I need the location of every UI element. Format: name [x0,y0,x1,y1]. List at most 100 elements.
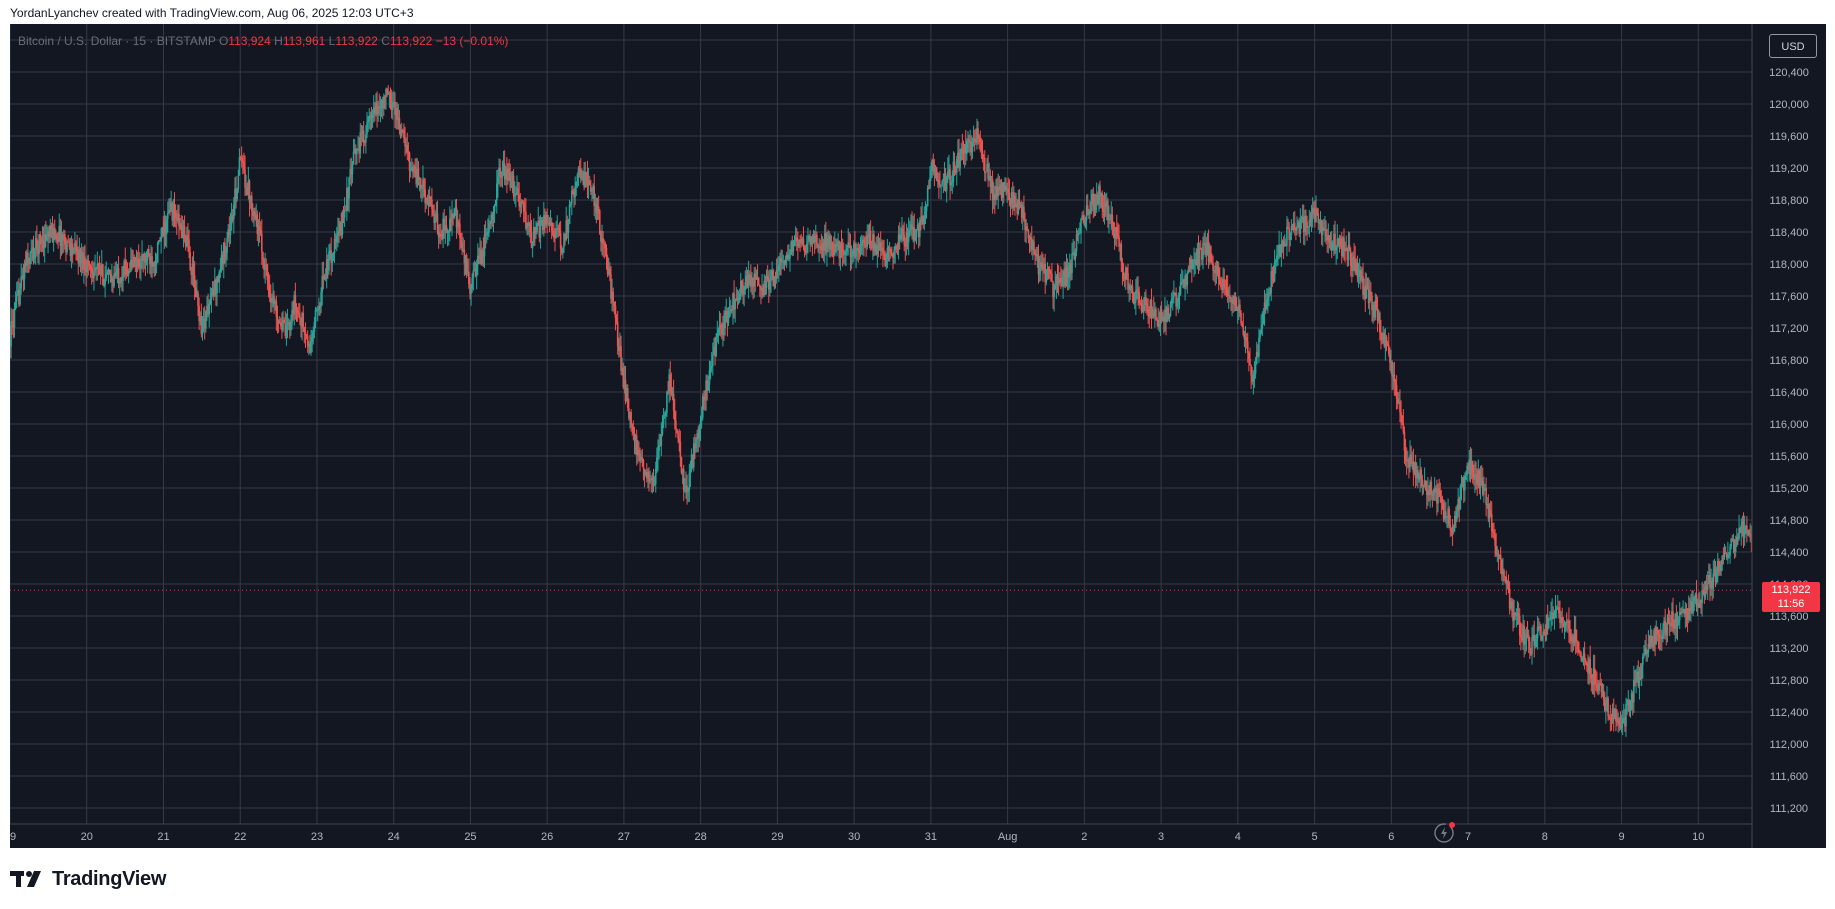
candle-body-up [625,388,628,401]
candle-body-up [365,134,367,143]
candle-body-down [221,254,224,265]
candle-body-down [650,478,653,480]
candle-body-up [264,264,266,270]
candle-body-up [353,148,356,152]
candle-body-down [913,227,916,241]
candle-body-up [577,168,580,175]
symbol-description[interactable]: Bitcoin / U.S. Dollar · 15 · BITSTAMP [18,34,216,48]
candle-body-up [1204,243,1207,245]
candle-body-up [146,249,149,260]
candle-body-down [1157,320,1160,328]
candle-body-down [1195,259,1198,266]
candle-body-up [127,270,130,276]
candle-body-up [1749,534,1752,536]
candle-body-down [322,276,325,278]
candle-body-down [857,248,860,251]
candle-body-up [1738,528,1740,539]
candle-body-up [1484,487,1486,489]
candle-body-up [1567,621,1569,623]
replay-lightning-icon[interactable] [1431,818,1459,846]
candle-body-down [1340,245,1343,257]
candle-body-up [1465,475,1467,477]
candle-body-up [990,179,993,187]
candle-body-down [1271,270,1274,278]
candle-body-up [713,346,715,355]
candle-body-up [1614,709,1616,720]
candle-body-down [338,231,340,233]
candle-body-down [804,251,807,253]
candle-body-down [1442,503,1445,520]
candle-body-up [537,220,540,224]
candlestick-chart[interactable]: 111,200111,600112,000112,400112,800113,2… [10,24,1826,848]
candle-body-up [1513,612,1515,622]
candle-body-up [785,254,788,259]
candle-body-up [1684,609,1687,615]
candle-body-up [1189,259,1192,269]
candle-body-down [873,234,875,252]
candle-body-up [1716,561,1719,573]
candle-body-up [1182,279,1184,282]
candle-body-up [1067,274,1070,278]
candle-body-down [1246,341,1249,353]
candle-body-up [1692,600,1694,614]
candle-body-up [315,310,318,312]
candle-body-up [547,222,550,224]
candle-body-up [1342,237,1344,257]
tradingview-wordmark: TradingView [52,867,167,890]
candle-body-down [57,239,59,242]
candle-body-up [924,211,927,219]
candle-body-down [720,329,723,335]
candle-body-down [1121,261,1124,272]
time-axis[interactable]: 19202122232425262728293031Aug2345678910 [10,831,1704,843]
currency-button[interactable]: USD [1769,34,1817,58]
candle-body-down [1225,288,1228,290]
candle-body-down [1441,502,1444,504]
candle-body-down [200,316,203,335]
open-value: 113,924 [228,34,271,48]
candle-body-down [189,252,191,271]
candle-body-down [1572,637,1575,644]
symbol-legend[interactable]: Bitcoin / U.S. Dollar · 15 · BITSTAMP O1… [18,34,508,48]
candle-body-down [64,234,66,245]
candle-body-down [961,148,964,150]
time-tick-label: 29 [771,831,783,843]
candle-body-down [61,234,64,241]
candle-body-up [727,313,730,323]
candle-body-up [1647,643,1650,653]
candle-body-down [766,276,769,280]
candle-body-up [182,225,185,238]
candle-body-down [1126,267,1128,273]
candle-body-down [423,179,425,190]
candle-body-up [878,242,881,250]
candle-body-down [1306,222,1308,228]
candle-body-up [1630,693,1633,710]
candle-body-up [1318,222,1321,224]
candle-body-up [1653,630,1655,647]
candle-body-up [1091,194,1093,204]
price-axis-background [1752,24,1826,848]
candle-body-down [546,214,548,224]
candle-body-up [161,227,164,237]
candle-body-down [79,249,82,264]
candle-body-down [1373,305,1376,318]
candle-body-up [1095,194,1098,199]
candle-body-up [880,247,883,251]
time-tick-label: 21 [157,831,169,843]
candle-body-down [181,228,184,238]
candle-body-up [587,180,590,186]
candle-body-up [314,310,317,322]
candle-body-up [136,258,139,267]
chart-pane[interactable]: 111,200 111,600 112,000 112,400 112,800 113,2… [10,24,1826,848]
candle-body-down [1408,459,1410,468]
candle-body-down [1351,266,1353,271]
candle-body-down [1027,230,1030,239]
candle-body-up [1545,614,1548,634]
candle-body-down [1330,242,1333,251]
candle-body-down [241,161,244,163]
price-axis[interactable]: 111,200111,600112,000112,400112,800113,2… [1769,35,1809,815]
tradingview-brand[interactable]: TradingView [10,866,166,892]
candle-body-down [825,233,827,253]
candle-body-down [294,295,297,308]
candle-body-up [1259,334,1261,338]
candle-body-down [81,252,84,271]
